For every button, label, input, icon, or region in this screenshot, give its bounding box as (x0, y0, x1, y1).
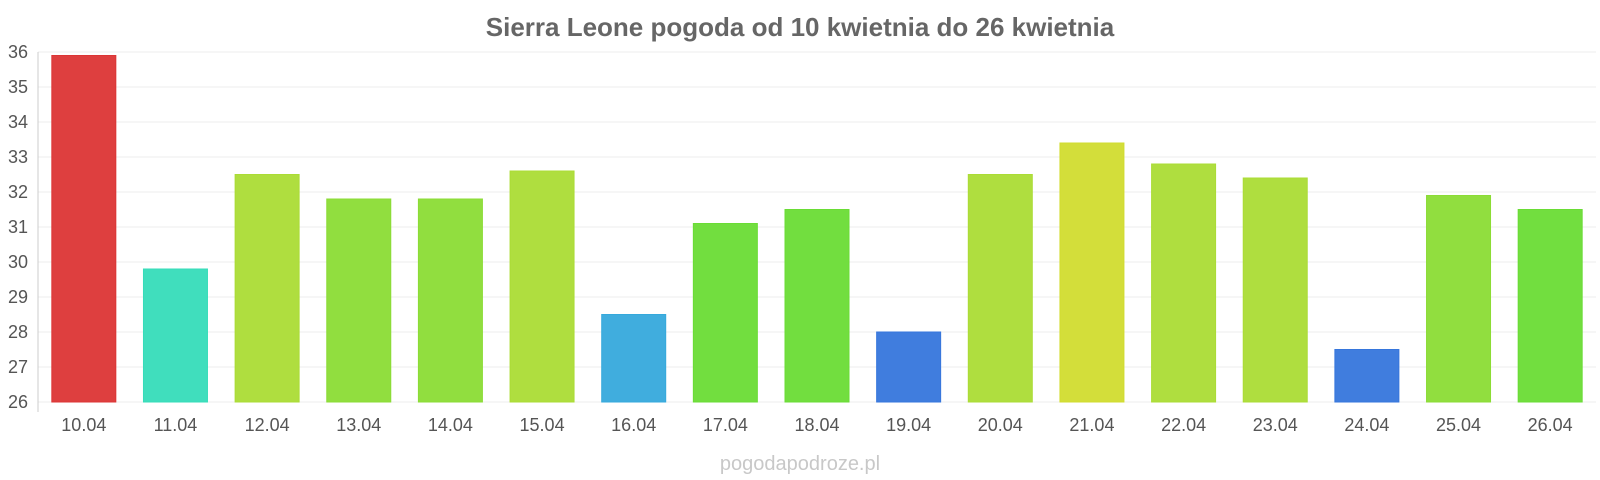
bar-20.04 (967, 174, 1033, 403)
y-tick-label: 36 (8, 42, 28, 62)
x-tick-label: 25.04 (1436, 415, 1481, 435)
bar-21.04 (1059, 142, 1125, 403)
bar-19.04 (876, 331, 942, 403)
x-tick-label: 21.04 (1069, 415, 1114, 435)
bar-11.04 (142, 268, 208, 403)
bar-12.04 (234, 174, 300, 403)
bar-10.04 (51, 55, 117, 403)
bar-16.04 (601, 314, 667, 403)
x-axis-ticks: 10.04 11.04 12.04 13.04 14.04 15.04 16.04 17.04… (61, 415, 1572, 435)
y-tick-label: 27 (8, 357, 28, 377)
bar-14.04 (417, 198, 483, 403)
y-tick-label: 26 (8, 392, 28, 412)
bar-26.04 (1517, 209, 1583, 403)
bar-25.04 (1426, 195, 1492, 403)
x-tick-label: 14.04 (428, 415, 473, 435)
bar-22.04 (1151, 163, 1217, 403)
bar-23.04 (1242, 177, 1308, 403)
bar-18.04 (784, 209, 850, 403)
bars (51, 55, 1583, 403)
bar-24.04 (1334, 349, 1400, 403)
x-tick-label: 19.04 (886, 415, 931, 435)
x-tick-label: 15.04 (520, 415, 565, 435)
x-tick-label: 11.04 (154, 415, 198, 435)
y-tick-label: 30 (8, 252, 28, 272)
y-tick-label: 29 (8, 287, 28, 307)
y-axis-ticks: 26 27 28 29 30 31 32 33 34 35 36 (8, 42, 28, 412)
y-tick-label: 28 (8, 322, 28, 342)
x-tick-label: 23.04 (1253, 415, 1298, 435)
x-tick-label: 24.04 (1344, 415, 1389, 435)
chart-title: Sierra Leone pogoda od 10 kwietnia do 26… (486, 12, 1115, 42)
y-tick-label: 34 (8, 112, 28, 132)
x-tick-label: 22.04 (1161, 415, 1206, 435)
x-tick-label: 16.04 (611, 415, 656, 435)
x-tick-label: 17.04 (703, 415, 748, 435)
y-tick-label: 31 (8, 217, 28, 237)
x-tick-label: 13.04 (336, 415, 381, 435)
x-tick-label: 26.04 (1528, 415, 1573, 435)
y-tick-label: 35 (8, 77, 28, 97)
x-tick-label: 12.04 (245, 415, 290, 435)
bar-13.04 (326, 198, 392, 403)
bar-15.04 (509, 170, 575, 403)
x-tick-label: 10.04 (61, 415, 106, 435)
bar-17.04 (692, 223, 758, 403)
watermark: pogodapodroze.pl (720, 453, 880, 475)
x-tick-label: 20.04 (978, 415, 1023, 435)
x-tick-label: 18.04 (794, 415, 839, 435)
y-tick-label: 32 (8, 182, 28, 202)
y-tick-label: 33 (8, 147, 28, 167)
